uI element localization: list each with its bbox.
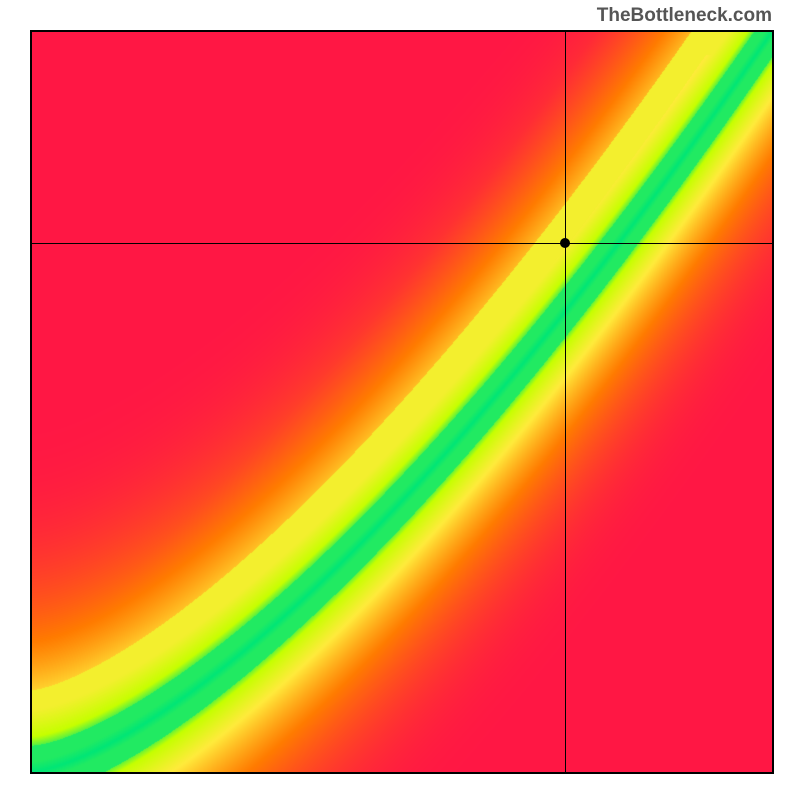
crosshair-horizontal	[32, 243, 772, 244]
watermark-text: TheBottleneck.com	[597, 5, 772, 27]
crosshair-vertical	[565, 32, 566, 772]
bottleneck-heatmap	[30, 30, 774, 774]
marker-dot	[560, 238, 570, 248]
heatmap-canvas	[32, 32, 772, 772]
